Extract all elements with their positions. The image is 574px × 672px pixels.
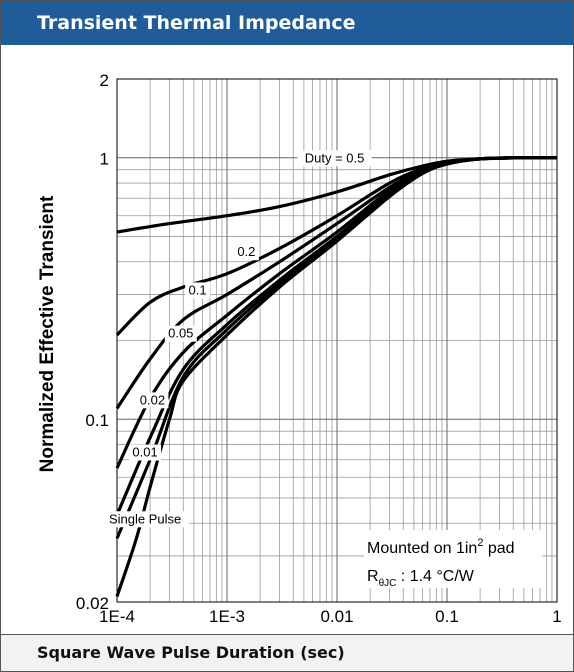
series-label: 0.02 xyxy=(140,392,165,407)
annotation-rthjc: RθJC : 1.4 °C/W xyxy=(367,568,475,589)
series-label-bg xyxy=(297,150,372,167)
series-label: 0.01 xyxy=(132,445,157,460)
series-label-bg xyxy=(101,511,190,528)
series-label: Duty = 0.5 xyxy=(305,150,365,165)
y-tick-label: 0.02 xyxy=(76,594,109,613)
x-tick-label: 1E-3 xyxy=(209,607,245,626)
y-axis-label: Normalized Effective Transient xyxy=(37,195,58,472)
annotation-mounted: Mounted on 1in2 pad xyxy=(367,537,515,557)
plot-border xyxy=(116,78,558,603)
series-label-bg xyxy=(164,325,197,342)
series-label-bg xyxy=(129,444,162,461)
series-labels: Duty = 0.5 0.2 0.1 0.05 0.02 0.01 Single Pulse xyxy=(101,150,372,528)
series-label-bg xyxy=(233,244,259,261)
series-line xyxy=(115,156,558,598)
series-label: 0.05 xyxy=(168,326,193,341)
annotation-box: Mounted on 1in2 pad RθJC : 1.4 °C/W xyxy=(364,530,542,589)
plot-area: Duty = 0.5 0.2 0.1 0.05 0.02 0.01 Single Pulse… xyxy=(1,46,573,633)
x-axis-label: Square Wave Pulse Duration (sec) xyxy=(1,634,573,671)
x-tick-label: 0.1 xyxy=(435,607,459,626)
x-tick-label: 0.01 xyxy=(320,607,353,626)
chart-title: Transient Thermal Impedance xyxy=(1,1,573,45)
series-label: 0.1 xyxy=(189,282,207,297)
series-label: 0.2 xyxy=(237,244,255,259)
series-lines xyxy=(115,156,558,598)
y-tick-label: 1 xyxy=(100,150,109,169)
y-tick-label: 0.1 xyxy=(85,411,109,430)
y-tick-label: 2 xyxy=(100,71,109,90)
tick-labels: 1E-4 1E-3 0.01 0.1 1 0.02 0.1 1 2 xyxy=(76,71,562,626)
chart-svg: Duty = 0.5 0.2 0.1 0.05 0.02 0.01 Single Pulse… xyxy=(37,71,562,626)
series-label-bg xyxy=(185,282,211,299)
x-tick-label: 1E-4 xyxy=(99,607,135,626)
x-tick-label: 1 xyxy=(552,607,561,626)
series-label-bg xyxy=(136,392,169,409)
series-label: Single Pulse xyxy=(109,511,181,526)
